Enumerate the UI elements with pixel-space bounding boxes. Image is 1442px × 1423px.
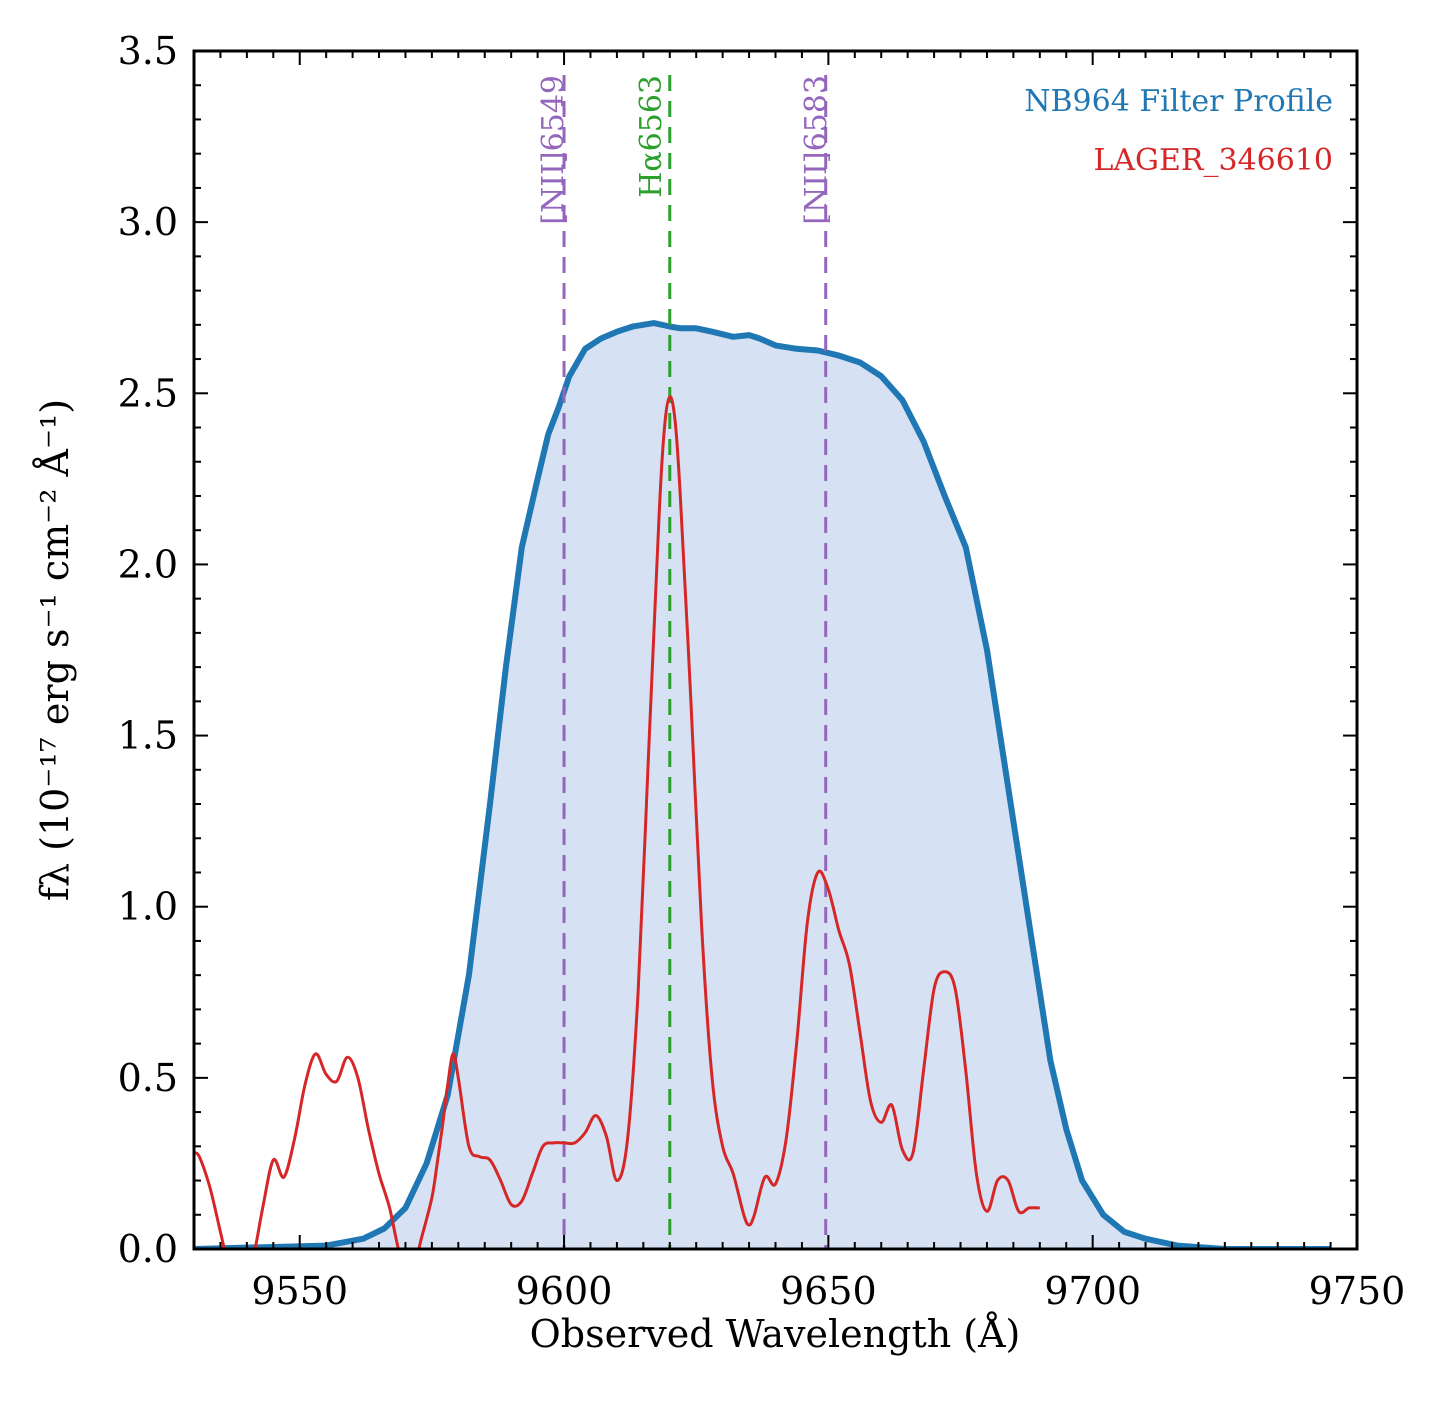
y-tick-label: 0.0: [118, 1227, 178, 1271]
y-tick-label: 0.5: [118, 1056, 178, 1100]
plot-area: [194, 75, 1331, 1249]
x-tick-label: 9750: [1309, 1269, 1406, 1313]
x-tick-label: 9550: [251, 1269, 348, 1313]
legend-entry-filter: NB964 Filter Profile: [1024, 84, 1333, 119]
x-tick-label: 9700: [1044, 1269, 1141, 1313]
vline-label-halpha-6563: Hα6563: [634, 75, 669, 198]
y-tick-label: 1.5: [118, 714, 178, 758]
y-tick-label: 2.0: [118, 542, 178, 586]
axes-frame: [192, 49, 1359, 1251]
spectrum-line: [194, 395, 1040, 1249]
vline-label-nii-6583: [NII]6583: [799, 75, 834, 225]
y-tick-label: 2.5: [118, 371, 178, 415]
x-tick-label: 9650: [780, 1269, 877, 1313]
y-tick-label: 1.0: [118, 885, 178, 929]
x-axis-title: Observed Wavelength (Å): [530, 1312, 1021, 1356]
x-tick-label: 9600: [516, 1269, 613, 1313]
plot-clip: [194, 75, 1331, 1249]
y-tick-label: 3.0: [118, 200, 178, 244]
filter-profile-line: [194, 320, 1331, 1249]
legend-entry-spectrum: LAGER_346610: [1093, 143, 1333, 178]
y-tick-label: 3.5: [118, 29, 178, 73]
vline-label-nii-6549: [NII]6549: [536, 75, 571, 225]
y-axis-title: fλ (10⁻¹⁷ erg s⁻¹ cm⁻² Å⁻¹): [33, 399, 77, 901]
filter-profile-fill: [194, 323, 1331, 1249]
